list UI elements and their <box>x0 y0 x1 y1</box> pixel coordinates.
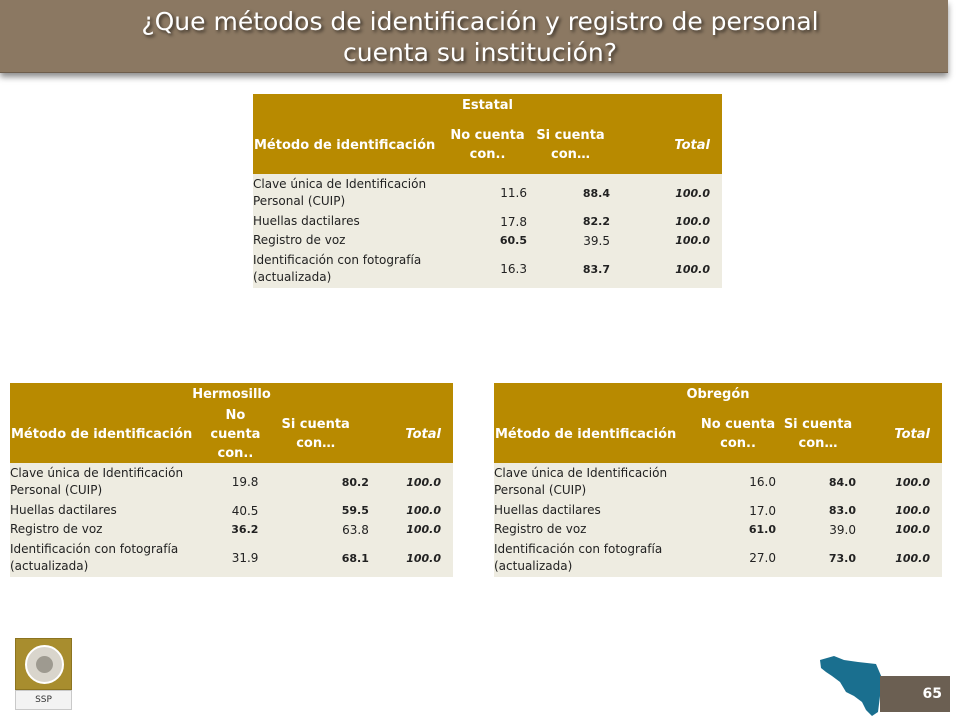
value-total: 100.0 <box>370 501 453 520</box>
value-si: 73.0 <box>778 539 858 577</box>
row-label: Clave única de Identificación Personal (… <box>10 463 211 501</box>
col-header-method: Método de identificación <box>10 405 211 463</box>
value-total: 100.0 <box>858 501 942 520</box>
col-header-total: Total <box>858 405 942 463</box>
table-title: Hermosillo <box>10 383 453 405</box>
col-header-si: Si cuenta con… <box>529 116 612 174</box>
row-label: Huellas dactilares <box>253 212 446 231</box>
seal-icon <box>25 645 64 684</box>
value-si: 80.2 <box>260 463 371 501</box>
col-header-total: Total <box>612 116 722 174</box>
row-label: Identificación con fotografía (actualiza… <box>253 250 446 288</box>
value-no: 16.0 <box>698 463 778 501</box>
value-no: 19.8 <box>210 463 261 501</box>
table-row: Clave única de Identificación Personal (… <box>10 463 453 501</box>
col-header-si: Si cuenta con… <box>778 405 858 463</box>
value-si: 39.5 <box>529 231 612 250</box>
value-si: 82.2 <box>529 212 612 231</box>
row-label: Registro de voz <box>494 520 698 539</box>
value-si: 83.0 <box>778 501 858 520</box>
value-si: 84.0 <box>778 463 858 501</box>
table-title: Estatal <box>253 94 722 116</box>
col-header-si: Si cuenta con… <box>260 405 371 463</box>
row-label: Huellas dactilares <box>10 501 211 520</box>
col-header-no: No cuenta con.. <box>698 405 778 463</box>
value-total: 100.0 <box>858 539 942 577</box>
row-label: Huellas dactilares <box>494 501 698 520</box>
row-label: Identificación con fotografía (actualiza… <box>494 539 698 577</box>
table-row: Huellas dactilares 40.5 59.5 100.0 <box>10 501 453 520</box>
seal-center <box>36 656 53 673</box>
value-no: 36.2 <box>210 520 261 539</box>
table-row: Clave única de Identificación Personal (… <box>253 174 722 212</box>
value-total: 100.0 <box>612 250 722 288</box>
table-row: Registro de voz 61.0 39.0 100.0 <box>494 520 942 539</box>
table-row: Huellas dactilares 17.0 83.0 100.0 <box>494 501 942 520</box>
col-header-no: No cuenta con.. <box>446 116 529 174</box>
value-no: 27.0 <box>698 539 778 577</box>
value-si: 88.4 <box>529 174 612 212</box>
sonora-map-icon <box>820 656 882 716</box>
value-si: 59.5 <box>260 501 371 520</box>
col-header-total: Total <box>370 405 453 463</box>
value-no: 61.0 <box>698 520 778 539</box>
logo-label: SSP <box>15 690 72 710</box>
table-row: Identificación con fotografía (actualiza… <box>494 539 942 577</box>
value-no: 17.0 <box>698 501 778 520</box>
table-row: Registro de voz 36.2 63.8 100.0 <box>10 520 453 539</box>
row-label: Registro de voz <box>10 520 211 539</box>
row-label: Identificación con fotografía (actualiza… <box>10 539 211 577</box>
title-banner <box>0 0 948 73</box>
value-no: 60.5 <box>446 231 529 250</box>
value-no: 17.8 <box>446 212 529 231</box>
value-total: 100.0 <box>858 463 942 501</box>
value-total: 100.0 <box>612 231 722 250</box>
value-si: 39.0 <box>778 520 858 539</box>
col-header-no: No cuenta con.. <box>210 405 260 463</box>
ssp-logo: SSP <box>15 638 72 710</box>
table-row: Clave única de Identificación Personal (… <box>494 463 942 501</box>
page-title-line-1: ¿Que métodos de identificación y registr… <box>141 7 819 36</box>
seal-panel <box>15 638 72 690</box>
value-si: 68.1 <box>260 539 371 577</box>
value-no: 11.6 <box>446 174 529 212</box>
value-si: 83.7 <box>529 250 612 288</box>
value-no: 31.9 <box>210 539 261 577</box>
table-row: Identificación con fotografía (actualiza… <box>253 250 722 288</box>
value-total: 100.0 <box>370 539 453 577</box>
row-label: Registro de voz <box>253 231 446 250</box>
value-total: 100.0 <box>612 174 722 212</box>
table-title: Obregón <box>494 383 942 405</box>
page-number: 65 <box>922 686 942 702</box>
value-total: 100.0 <box>858 520 942 539</box>
table-estatal: Estatal Método de identificación No cuen… <box>253 94 722 288</box>
page-title-line-2: cuenta su institución? <box>342 38 617 67</box>
table-obregon: Obregón Método de identificación No cuen… <box>494 383 942 577</box>
value-no: 16.3 <box>446 250 529 288</box>
value-total: 100.0 <box>370 463 453 501</box>
value-total: 100.0 <box>612 212 722 231</box>
col-header-method: Método de identificación <box>253 116 446 174</box>
value-si: 63.8 <box>260 520 371 539</box>
table-row: Huellas dactilares 17.8 82.2 100.0 <box>253 212 722 231</box>
value-total: 100.0 <box>370 520 453 539</box>
table-hermosillo: Hermosillo Método de identificación No c… <box>10 383 453 577</box>
page-title: ¿Que métodos de identificación y registr… <box>0 6 960 68</box>
col-header-method: Método de identificación <box>494 405 698 463</box>
table-row: Registro de voz 60.5 39.5 100.0 <box>253 231 722 250</box>
table-row: Identificación con fotografía (actualiza… <box>10 539 453 577</box>
row-label: Clave única de Identificación Personal (… <box>494 463 698 501</box>
value-no: 40.5 <box>210 501 261 520</box>
map-shape <box>820 656 882 716</box>
row-label: Clave única de Identificación Personal (… <box>253 174 446 212</box>
page-number-box: 65 <box>880 676 950 712</box>
